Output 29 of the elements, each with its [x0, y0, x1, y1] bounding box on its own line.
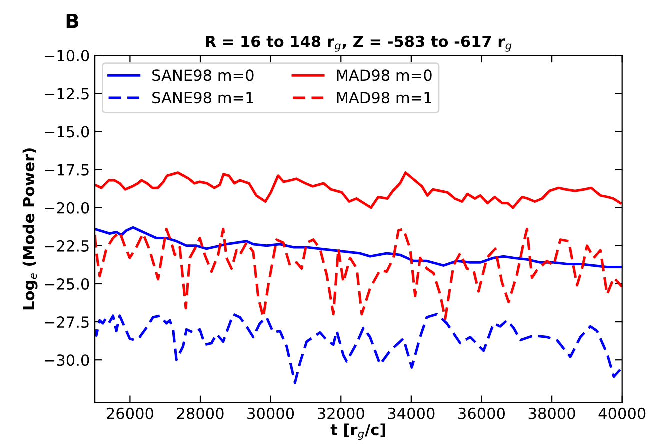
x-axis-title: t [r$_{g}$/c]	[330, 424, 386, 440]
line-series	[95, 226, 622, 268]
y-tick-label: −12.5	[44, 88, 89, 100]
y-tick-label: −22.5	[44, 240, 89, 252]
legend-label: SANE98 m=1	[152, 92, 254, 104]
y-tick-label: −30.0	[44, 354, 90, 366]
y-tick-label: −20.0	[44, 202, 90, 214]
x-tick-label: 38000	[528, 408, 576, 420]
y-tick-label: −15.0	[44, 126, 90, 138]
text: B	[66, 14, 79, 28]
line-series	[95, 313, 622, 384]
y-tick-label: −17.5	[44, 164, 89, 176]
x-tick-label: 26000	[107, 408, 154, 420]
chart-title: R = 16 to 148 r$_{g}$, Z = -583 to -617 r$_{g}$	[206, 36, 512, 52]
legend-label: SANE98 m=0	[152, 70, 254, 82]
y-tick-label: −10.0	[44, 50, 90, 62]
x-tick-label: 36000	[458, 408, 506, 420]
y-axis-title: Log$_{e}$ (Mode Power)	[22, 148, 38, 310]
x-tick-label: 32000	[318, 408, 364, 420]
line-series	[95, 228, 622, 320]
legend-label: MAD98 m=1	[337, 92, 432, 104]
y-tick-label: −27.5	[44, 316, 89, 328]
legend-label: MAD98 m=0	[337, 70, 432, 82]
y-tick-label: −25.0	[44, 278, 90, 290]
x-tick-label: 34000	[388, 408, 435, 420]
x-tick-label: 30000	[248, 408, 294, 420]
x-tick-label: 28000	[177, 408, 224, 420]
line-series	[95, 172, 622, 210]
x-tick-label: 40000	[598, 408, 646, 420]
